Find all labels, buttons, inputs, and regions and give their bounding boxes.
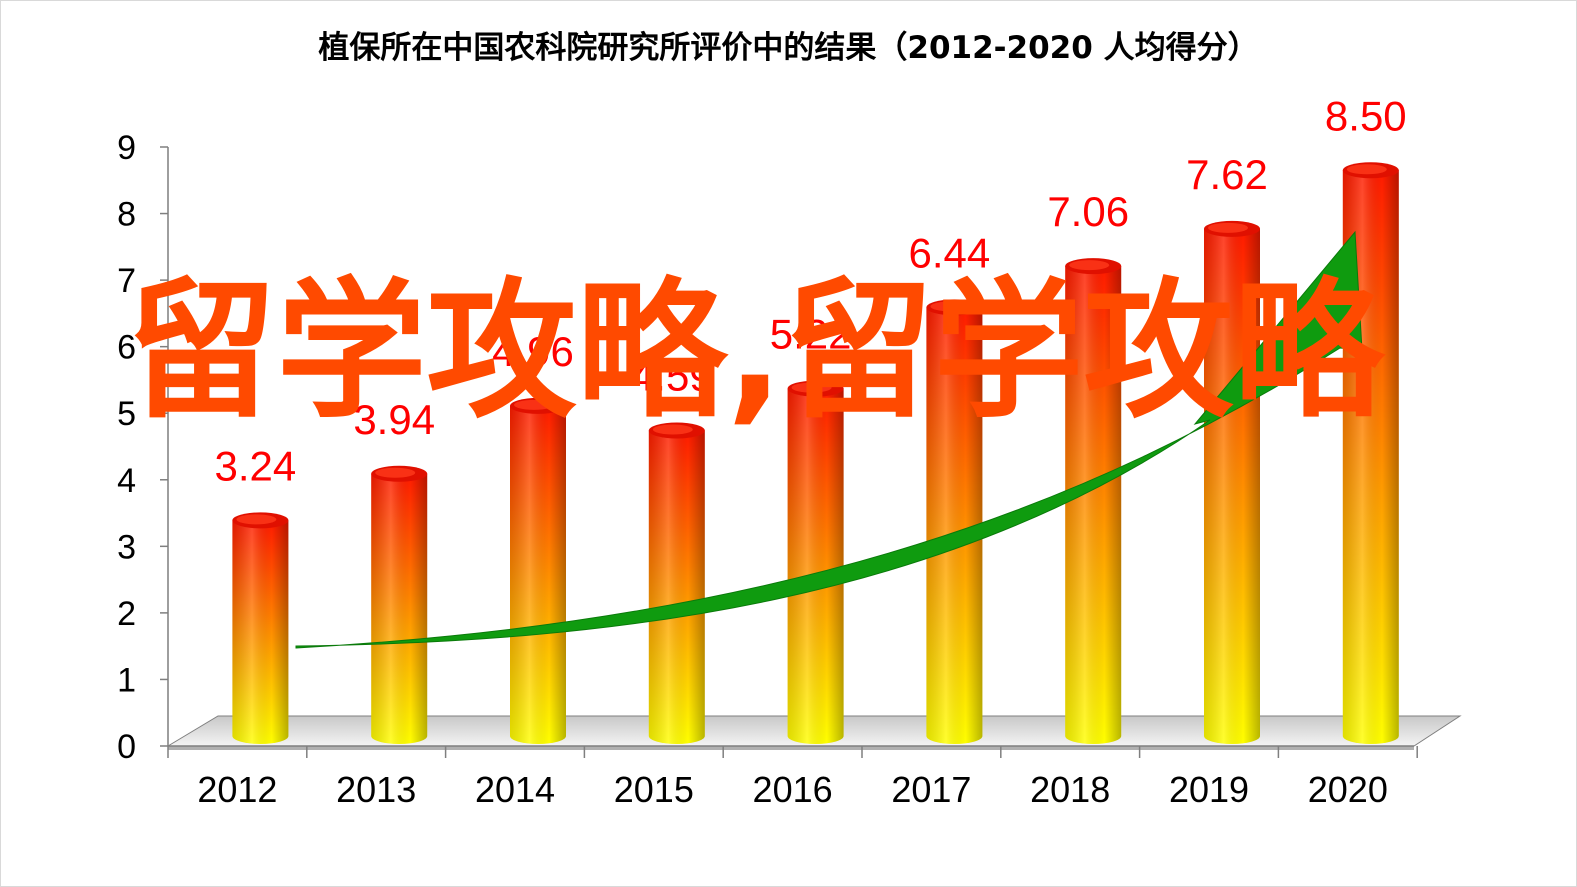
data-label-2015: 4.59 <box>631 353 713 400</box>
bar-2013 <box>371 465 428 744</box>
watermark-text: 留学攻略,留学攻略 <box>126 265 1384 439</box>
labels: 3.24 2012 3.94 2013 4.96 2014 4.59 2015 5.22 2016… <box>197 92 1406 810</box>
x-tick-label-2015: 2015 <box>614 769 694 810</box>
y-tick-label: 1 <box>117 661 136 699</box>
floor-edge <box>168 746 1414 750</box>
x-tick-label-2012: 2012 <box>197 769 277 810</box>
axes: 0 1 2 3 4 5 6 7 8 9 <box>117 129 1418 766</box>
data-label-2020: 8.50 <box>1325 92 1407 139</box>
bar-top-highlight <box>652 424 693 435</box>
y-tick-label: 2 <box>117 595 136 633</box>
data-label-2012: 3.24 <box>215 442 297 489</box>
bar-top-highlight <box>1069 260 1110 271</box>
y-tick-label: 9 <box>117 129 136 167</box>
data-label-2016: 5.22 <box>770 311 852 358</box>
trend-arrow <box>295 230 1363 649</box>
y-tick-label: 5 <box>117 395 136 433</box>
bar-shade <box>371 473 428 744</box>
bar-top-highlight <box>236 514 277 525</box>
y-tick-label: 8 <box>117 196 136 234</box>
bar-2017 <box>926 299 983 744</box>
bar-top-highlight <box>1346 164 1387 175</box>
x-tick-label-2020: 2020 <box>1308 769 1388 810</box>
x-tick-label-2019: 2019 <box>1169 769 1249 810</box>
bar-top-highlight <box>514 399 554 410</box>
bar-top-highlight <box>930 301 971 312</box>
bar-2019 <box>1204 220 1260 744</box>
data-label-2017: 6.44 <box>909 229 991 276</box>
bar-2016 <box>787 380 844 744</box>
data-label-2014: 4.96 <box>492 328 574 375</box>
bar-shade <box>232 520 289 744</box>
bar-top-highlight <box>375 467 416 478</box>
y-tick-label: 7 <box>117 262 136 300</box>
bar-2012 <box>232 512 289 744</box>
x-tick-label-2014: 2014 <box>475 769 555 810</box>
y-tick-label: 3 <box>117 528 136 566</box>
y-tick-label: 6 <box>117 329 136 367</box>
y-tick-label: 0 <box>117 728 136 766</box>
bar-2018 <box>1065 258 1122 744</box>
bar-top-highlight <box>1208 222 1248 233</box>
bar-shade <box>1065 266 1122 744</box>
bar-shade <box>510 405 566 744</box>
bar-2014 <box>510 397 566 744</box>
data-label-2013: 3.94 <box>353 396 435 443</box>
bars <box>232 162 1399 744</box>
x-tick-label-2016: 2016 <box>753 769 833 810</box>
chart-title: 植保所在中国农科院研究所评价中的结果（2012-2020 人均得分） <box>318 30 1259 66</box>
bar-shade <box>926 307 983 744</box>
trend-arrow-shape <box>295 230 1363 649</box>
bar-2015 <box>648 422 705 744</box>
x-tick-label-2017: 2017 <box>891 769 971 810</box>
x-tick-label-2013: 2013 <box>336 769 416 810</box>
bar-shade <box>1204 228 1260 744</box>
bar-top-highlight <box>791 382 832 393</box>
bar-shade <box>787 388 844 744</box>
x-tick-label-2018: 2018 <box>1030 769 1110 810</box>
data-label-2019: 7.62 <box>1186 151 1268 198</box>
y-tick-label: 4 <box>117 462 136 500</box>
data-label-2018: 7.06 <box>1047 188 1129 235</box>
bar-shade <box>648 430 705 744</box>
